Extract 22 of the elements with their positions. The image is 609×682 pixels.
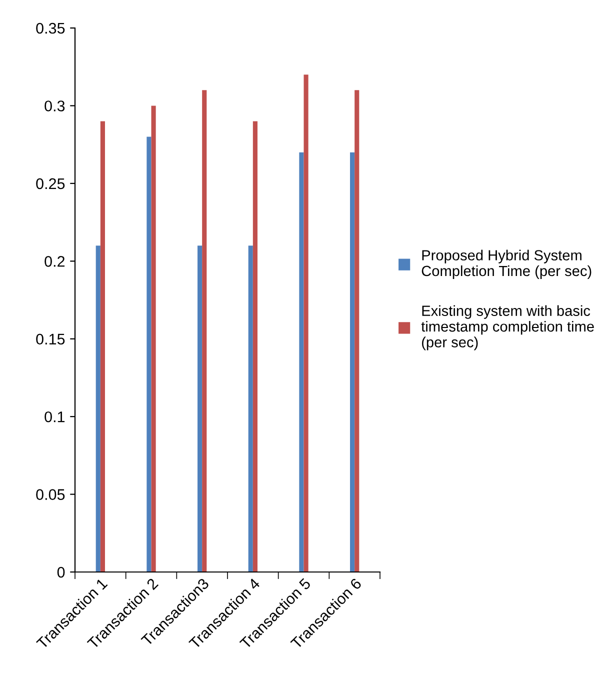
y-tick-label: 0.05 bbox=[36, 489, 65, 500]
y-tick-label: 0.35 bbox=[36, 22, 65, 34]
bar bbox=[299, 152, 304, 572]
bar bbox=[202, 90, 207, 572]
bar bbox=[96, 246, 100, 572]
y-tick-label: 0.1 bbox=[44, 411, 65, 422]
bar bbox=[354, 90, 360, 572]
y-tick-label: 0.25 bbox=[36, 178, 65, 190]
bar bbox=[198, 246, 202, 572]
bar bbox=[100, 121, 105, 572]
bar bbox=[252, 121, 258, 572]
bar bbox=[304, 74, 308, 572]
y-tick-label: 0.15 bbox=[36, 334, 65, 345]
y-tick-label: 0.3 bbox=[44, 100, 65, 112]
y-tick-label: 0 bbox=[57, 566, 65, 578]
bar bbox=[146, 136, 152, 572]
legend-label: Existing system with basic timestamp completion time (per sec) bbox=[421, 305, 594, 350]
bar bbox=[248, 246, 253, 572]
bar bbox=[151, 106, 156, 572]
legend-label: Proposed Hybrid System Completion Time (per sec) bbox=[422, 250, 592, 280]
y-tick-label: 0.2 bbox=[44, 256, 65, 267]
bar bbox=[350, 152, 355, 572]
